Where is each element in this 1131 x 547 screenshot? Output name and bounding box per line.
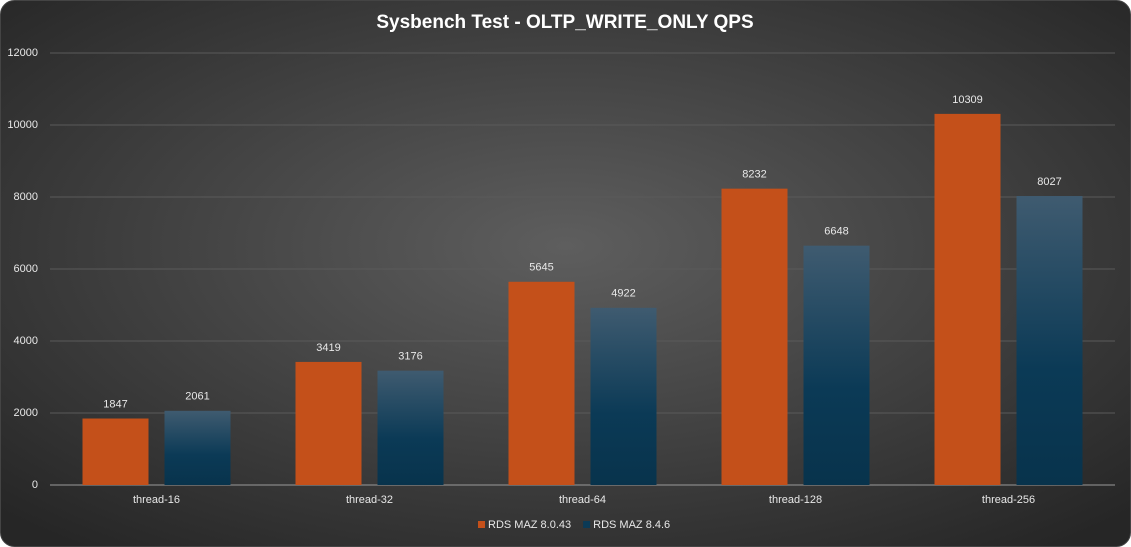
legend-swatch <box>583 521 591 528</box>
y-tick-label: 0 <box>32 479 38 491</box>
y-tick-label: 2000 <box>14 407 38 419</box>
data-label: 3176 <box>398 351 422 363</box>
bar <box>590 307 657 485</box>
legend-swatch <box>478 521 485 528</box>
bar <box>164 410 231 485</box>
data-label: 10309 <box>952 94 983 106</box>
bar <box>721 188 788 485</box>
bar <box>82 418 149 485</box>
y-tick-label: 4000 <box>14 335 38 347</box>
y-tick-label: 12000 <box>7 47 38 59</box>
x-tick-label: thread-128 <box>769 494 822 506</box>
bar <box>377 370 444 485</box>
y-tick-label: 6000 <box>14 263 38 275</box>
x-tick-label: thread-256 <box>982 494 1035 506</box>
y-tick-label: 10000 <box>7 119 38 131</box>
bar <box>295 361 362 485</box>
data-label: 5645 <box>529 262 553 274</box>
bar <box>508 281 575 485</box>
data-label: 6648 <box>824 226 848 238</box>
x-tick-label: thread-64 <box>559 494 606 506</box>
bar <box>934 113 1001 485</box>
data-label: 4922 <box>611 288 635 300</box>
x-tick-label: thread-32 <box>346 494 393 506</box>
data-label: 8232 <box>742 169 766 181</box>
bar <box>1016 196 1083 485</box>
chart-title: Sysbench Test - OLTP_WRITE_ONLY QPS <box>376 12 753 33</box>
data-label: 2061 <box>185 391 209 403</box>
y-tick-label: 8000 <box>14 191 38 203</box>
data-label: 1847 <box>103 398 127 410</box>
data-label: 8027 <box>1037 176 1061 188</box>
bar <box>803 245 870 485</box>
legend-label: RDS MAZ 8.4.6 <box>593 519 670 531</box>
legend-label: RDS MAZ 8.0.43 <box>488 519 571 531</box>
data-label: 3419 <box>316 342 340 354</box>
x-tick-label: thread-16 <box>133 494 180 506</box>
